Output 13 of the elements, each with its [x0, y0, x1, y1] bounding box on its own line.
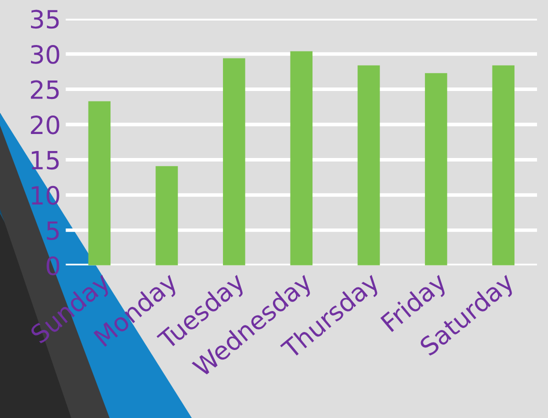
- bar: [290, 51, 313, 266]
- bar: [424, 73, 448, 266]
- y-tick-label: 15: [32, 151, 59, 170]
- y-tick-label: 5: [46, 221, 59, 240]
- bar: [492, 65, 514, 266]
- y-tick-label: 35: [30, 10, 59, 29]
- y-tick-label: 30: [30, 44, 60, 64]
- bar: [358, 65, 380, 266]
- y-tick-label: 25: [30, 80, 59, 100]
- bar: [156, 166, 178, 266]
- bar: [88, 101, 111, 266]
- bar: [222, 58, 246, 266]
- y-tick-label: 20: [30, 115, 60, 134]
